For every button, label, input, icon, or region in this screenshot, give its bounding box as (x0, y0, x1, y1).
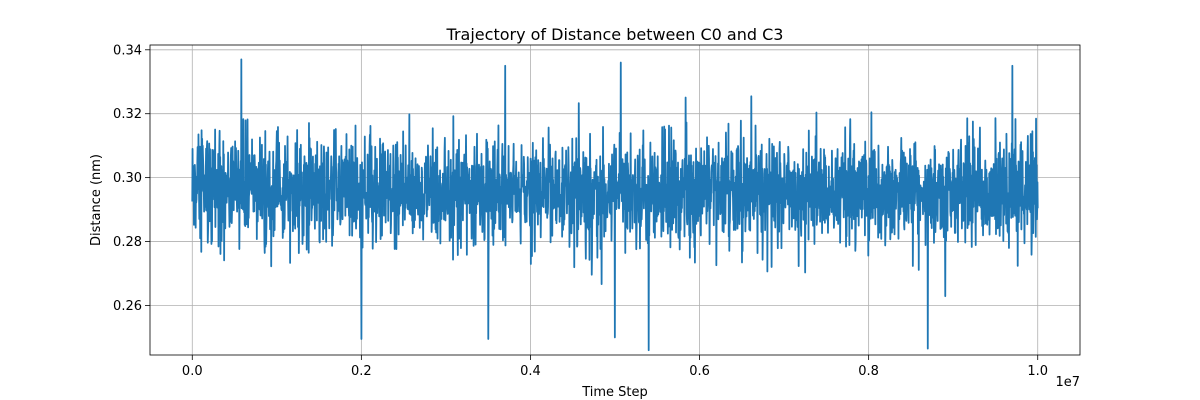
x-tick-label: 0.0 (182, 364, 203, 379)
x-tick-label: 0.6 (689, 364, 710, 379)
x-tick-label: 1.0 (1027, 364, 1048, 379)
axis-ticks: 0.0 0.2 0.4 0.6 0.8 1.0 0.26 0.28 0.30 0.32 0.34 (113, 43, 1048, 379)
x-tick-label: 0.8 (858, 364, 879, 379)
x-tick-label: 0.4 (520, 364, 541, 379)
y-tick-label: 0.34 (113, 43, 142, 58)
x-axis-multiplier: 1e7 (1055, 375, 1080, 390)
y-tick-label: 0.32 (113, 107, 142, 122)
series-trace (191, 58, 1039, 352)
y-tick-label: 0.30 (113, 171, 142, 186)
x-axis-label: Time Step (581, 385, 648, 400)
y-tick-label: 0.26 (113, 299, 142, 314)
y-axis-label: Distance (nm) (89, 154, 104, 246)
distance-series-line (191, 58, 1039, 352)
x-tick-label: 0.2 (351, 364, 372, 379)
plot-area-frame (149, 44, 1081, 356)
chart-title: Trajectory of Distance between C0 and C3 (446, 25, 784, 44)
y-tick-label: 0.28 (113, 235, 142, 250)
